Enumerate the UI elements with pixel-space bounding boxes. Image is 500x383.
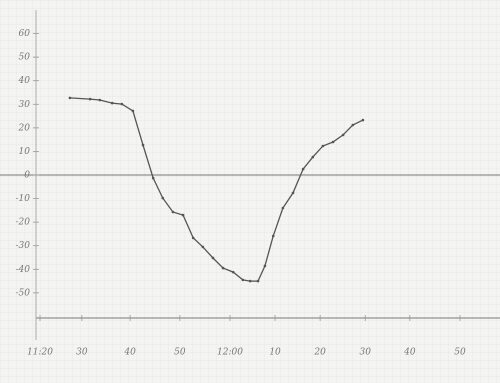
point (263, 264, 267, 268)
point (301, 167, 305, 171)
point (271, 234, 275, 238)
point (221, 266, 225, 270)
point (171, 210, 175, 214)
point (241, 278, 245, 282)
line (69, 97, 364, 282)
y-tick-label: 0 (24, 171, 30, 181)
x-tick-label: 40 (123, 348, 136, 358)
point (161, 196, 165, 200)
point (351, 123, 355, 127)
point (211, 256, 215, 260)
x-tick-label: 40 (403, 348, 416, 358)
point (311, 155, 315, 159)
y-tick-label: 60 (19, 29, 31, 39)
point (120, 102, 124, 106)
point (131, 109, 135, 113)
point (191, 236, 195, 240)
x-tick-label: 10 (269, 348, 281, 358)
point (68, 96, 72, 100)
point (281, 206, 285, 210)
x-tick-label: 30 (359, 348, 371, 358)
y-tick-label: 40 (18, 76, 31, 86)
y-tick-label: -10 (16, 194, 31, 204)
point (231, 270, 235, 274)
point (341, 133, 345, 137)
y-tick-label: 50 (19, 53, 31, 63)
y-tick-label: 20 (18, 123, 31, 133)
point (248, 279, 252, 283)
x-tick-label: 20 (313, 348, 326, 358)
y-tick-label: 30 (19, 100, 31, 110)
point (201, 245, 205, 249)
point (291, 191, 295, 195)
y-tick-label: -30 (16, 241, 31, 251)
point (98, 98, 102, 102)
x-tick-label: 30 (76, 348, 88, 358)
point (151, 176, 155, 180)
y-tick-label: 10 (19, 147, 31, 157)
point (256, 279, 260, 283)
point (88, 97, 92, 101)
x-tick-label: 11:20 (27, 348, 53, 358)
y-tick-label: -20 (16, 218, 31, 228)
point (361, 118, 365, 122)
x-tick-label: 12:00 (217, 348, 243, 358)
y-tick-label: -50 (16, 288, 31, 298)
point (321, 144, 325, 148)
point (331, 140, 335, 144)
point (110, 101, 114, 105)
point (181, 213, 185, 217)
y-tick-label: -40 (16, 265, 31, 275)
x-tick-label: 50 (454, 348, 466, 358)
x-tick-label: 50 (174, 348, 186, 358)
point (141, 143, 145, 147)
